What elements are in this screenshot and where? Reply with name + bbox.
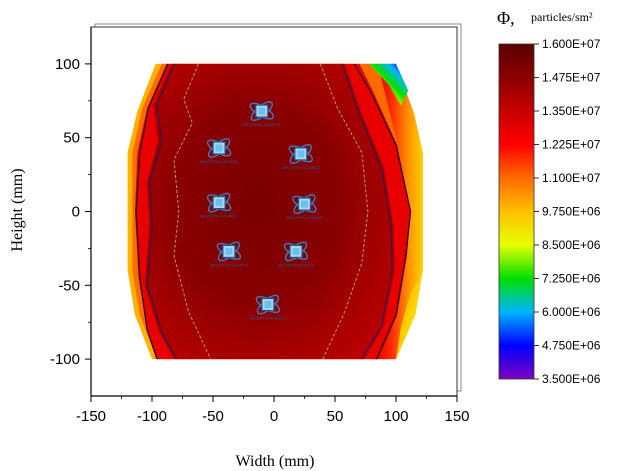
y-tick-label: 100 [55,56,80,73]
colorbar-label: 8.500E+06 [542,238,601,252]
source-label: NEUTRON SOURCE [277,262,315,267]
colorbar-label: 1.225E+07 [542,138,601,152]
y-axis-title: Height (mm) [9,168,26,251]
y-tick-label: 50 [63,130,80,147]
contour-lines [135,63,412,360]
source-label: NEUTRON SOURCE [210,262,248,267]
neutron-source-icon: NEUTRON SOURCE [210,241,248,267]
contour-line-right [319,63,369,360]
colorbar-label: 9.750E+06 [542,205,601,219]
field-corner-bottom [396,270,423,360]
x-ticks: -150 -100 -50 0 50 100 150 [76,396,470,425]
colorbar: Φ, particles/sm² 1.600E+07 1.475E+07 1.350… [497,8,601,386]
colorbar-label: 6.000E+06 [542,305,601,319]
colorbar-ticks: 1.600E+07 1.475E+07 1.350E+07 1.225E+07 1.10… [534,37,601,386]
contour-line-right [353,63,412,360]
x-tick-label: -150 [76,408,106,425]
colorbar-label: 7.250E+06 [542,272,601,286]
colorbar-label: 3.500E+06 [542,372,601,386]
colorbar-symbol: Φ, [497,8,515,28]
y-tick-label: -50 [58,277,80,294]
y-tick-label: 0 [72,204,80,221]
y-ticks: 100 50 0 -50 -100 [50,56,91,368]
source-label: NEUTRON SOURCE [249,316,287,321]
neutron-source-icon: NEUTRON SOURCE [243,101,281,127]
source-label: NEUTRON SOURCE [282,165,320,170]
colorbar-label: 1.475E+07 [542,71,601,85]
contour-line-left [173,63,212,360]
colorbar-label: 1.350E+07 [542,104,601,118]
contour-line-left [146,63,177,360]
neutron-sources: NEUTRON SOURCE NEUTRON SOURCE NEUTRON SOUR… [200,101,324,321]
contour-line-left [135,63,169,360]
contour-line-right [341,63,393,360]
source-label: NEUTRON SOURCE [200,214,238,219]
x-tick-label: 150 [444,408,469,425]
x-tick-label: -100 [137,408,167,425]
colorbar-label: 1.100E+07 [542,171,601,185]
neutron-source-icon: NEUTRON SOURCE [285,194,324,220]
neutron-source-icon: NEUTRON SOURCE [277,241,315,267]
neutron-source-icon: NEUTRON SOURCE [200,192,238,219]
field-corner-low [369,63,409,106]
source-label: NEUTRON SOURCE [285,215,323,220]
colorbar-label: 1.600E+07 [542,37,601,51]
source-label: NEUTRON SOURCE [200,159,238,164]
heatmap-field [127,63,423,360]
colorbar-unit: particles/sm² [531,10,593,24]
source-label: NEUTRON SOURCE [243,122,281,127]
colorbar-label: 4.750E+06 [542,339,601,353]
field-right-band [371,63,423,360]
x-tick-label: 100 [383,408,408,425]
x-tick-label: -50 [202,408,224,425]
x-axis-title: Width (mm) [236,453,315,470]
neutron-source-icon: NEUTRON SOURCE [200,138,238,164]
x-tick-label: 0 [270,408,278,425]
neutron-source-icon: NEUTRON SOURCE [249,294,287,321]
neutron-source-icon: NEUTRON SOURCE [282,144,320,170]
field-core [144,63,395,360]
x-tick-label: 50 [327,408,344,425]
colorbar-gradient [498,43,535,380]
y-tick-label: -100 [50,351,80,368]
